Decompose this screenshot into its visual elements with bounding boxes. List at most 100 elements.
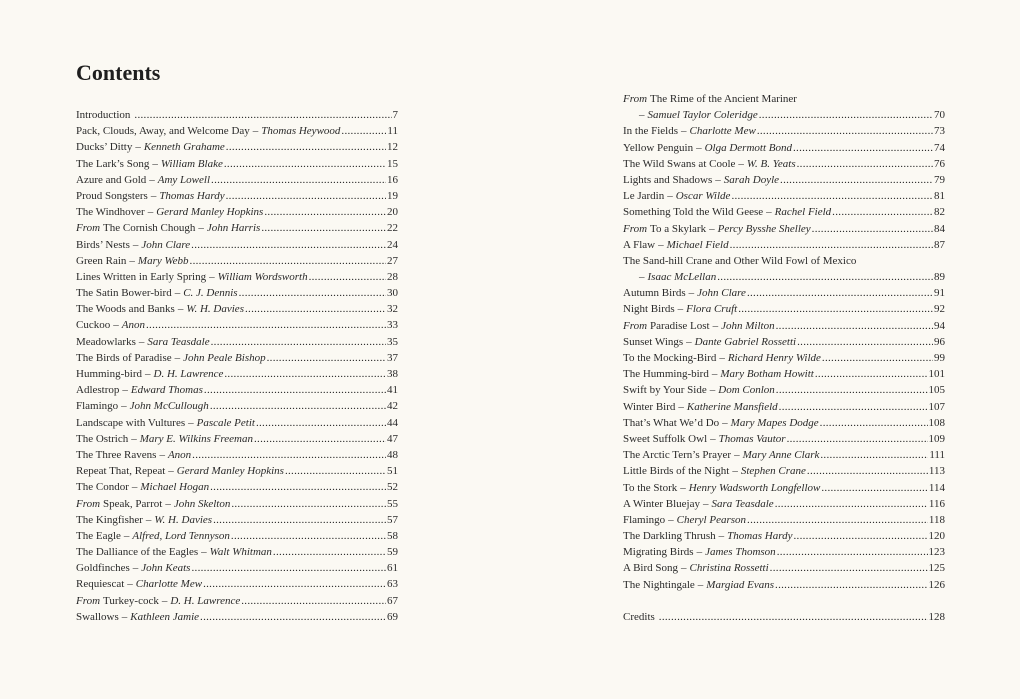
page-number: 92: [934, 303, 945, 316]
toc-entry: The Birds of Paradise–John Peale Bishop 3…: [76, 350, 398, 366]
title: Credits: [623, 611, 655, 623]
toc-entry: Birds’ Nests–John Clare 24: [76, 237, 398, 253]
author: Alfred, Lord Tennyson: [132, 529, 230, 542]
separator: –: [121, 400, 127, 413]
page-number: 126: [928, 578, 946, 591]
title: To the Stork: [623, 481, 678, 494]
prefix: From: [76, 594, 101, 607]
title: In the Fields: [623, 125, 678, 138]
leader: [776, 318, 933, 334]
toc-entry: The Wild Swans at Coole–W. B. Yeats 76: [623, 156, 945, 172]
page-number: 118: [928, 513, 945, 526]
separator: –: [145, 513, 152, 526]
title: Autumn Birds: [623, 287, 686, 300]
title: Le Jardin: [623, 190, 665, 203]
leader: [730, 237, 933, 253]
separator: –: [678, 400, 684, 413]
page-number: 28: [387, 270, 398, 283]
title: The Sand-hill Crane and Other Wild Fowl …: [623, 254, 857, 267]
author: Olga Dermott Bond: [704, 141, 792, 154]
toc-entry: To the Mocking-Bird–Richard Henry Wilde 9…: [623, 350, 945, 366]
title: That’s What We’d Do: [623, 416, 720, 429]
leader: [776, 382, 928, 398]
toc-entry: Autumn Birds–John Clare 91: [623, 285, 945, 301]
title: Landscape with Vultures: [76, 416, 186, 429]
author: Thomas Hardy: [727, 530, 793, 543]
title: To a Skylark: [650, 222, 707, 235]
page-number: 58: [387, 529, 398, 542]
separator: –: [121, 610, 128, 623]
separator: –: [161, 594, 168, 607]
toc-entry: Sunset Wings–Dante Gabriel Rossetti 96: [623, 334, 945, 350]
right-column: From The Rime of the Ancient Mariner – Samu…: [623, 91, 945, 625]
author: Mary E. Wilkins Freeman: [139, 432, 253, 445]
author: Percy Bysshe Shelley: [717, 222, 811, 235]
separator: –: [680, 481, 686, 494]
page-number: 125: [928, 562, 946, 575]
separator: –: [132, 562, 139, 575]
title: The Dalliance of the Eagles: [76, 546, 199, 559]
author: C. J. Dennis: [183, 287, 238, 300]
title: The Ostrich: [76, 432, 129, 445]
page-number: 32: [387, 303, 398, 316]
title: The Woods and Banks: [76, 303, 175, 316]
separator: –: [766, 206, 772, 219]
toc-entry: Azure and Gold–Amy Lowell 16: [76, 172, 398, 188]
author: Kathleen Jamie: [130, 610, 200, 623]
page-number: 76: [934, 157, 945, 170]
separator: –: [732, 465, 738, 478]
title: The Rime of the Ancient Mariner: [650, 93, 797, 105]
leader: [747, 285, 933, 301]
separator: –: [131, 432, 137, 445]
page-number: 52: [387, 481, 398, 494]
title: Speak, Parrot: [103, 497, 163, 510]
toc-entry: The Ostrich–Mary E. Wilkins Freeman 47: [76, 431, 398, 447]
page-number: 70: [934, 109, 945, 122]
toc-entry: Flamingo–Cheryl Pearson 118: [623, 512, 945, 528]
title: A Flaw: [623, 238, 656, 251]
author: Anon: [121, 319, 145, 332]
leader: [285, 463, 386, 479]
leader: [273, 544, 386, 560]
page-number: 108: [928, 416, 946, 429]
page-number: 27: [387, 254, 398, 267]
title: Flamingo: [76, 400, 119, 413]
page-number: 44: [387, 416, 398, 429]
title: The Condor: [76, 481, 129, 494]
separator: –: [738, 157, 744, 170]
leader: [341, 123, 386, 139]
separator: –: [123, 529, 130, 542]
page-number: 63: [387, 578, 398, 591]
title: Sunset Wings: [623, 335, 684, 348]
author: Mary Webb: [137, 254, 189, 267]
separator: –: [681, 125, 687, 138]
separator: –: [132, 238, 139, 251]
leader: [204, 382, 386, 398]
author: Katherine Mansfield: [686, 400, 778, 413]
toc-entry: From The Rime of the Ancient Mariner: [623, 91, 945, 107]
page-number: 41: [387, 384, 398, 397]
toc-entry: Sweet Suffolk Owl–Thomas Vautor 109: [623, 431, 945, 447]
toc-entry: The Condor–Michael Hogan 52: [76, 479, 398, 495]
leader: [309, 269, 386, 285]
page-number: 114: [928, 481, 945, 494]
author: Sara Teasdale: [711, 497, 774, 510]
leader: [821, 480, 928, 496]
leader: [787, 431, 928, 447]
page-number: 89: [934, 271, 945, 284]
toc-entry-continued: –Samuel Taylor Coleridge 70: [623, 107, 945, 123]
toc-entry: Meadowlarks–Sara Teasdale 35: [76, 334, 398, 350]
separator: –: [712, 319, 719, 332]
page-number: 84: [934, 222, 945, 235]
leader: [820, 415, 928, 431]
toc-entry: Flamingo–John McCullough 42: [76, 398, 398, 414]
leader: [241, 593, 386, 609]
leader: [231, 528, 386, 544]
page-number: 123: [928, 546, 946, 559]
title: The Kingfisher: [76, 513, 143, 526]
leader: [815, 366, 928, 382]
toc-entry: The Three Ravens–Anon 48: [76, 447, 398, 463]
toc-entry: A Winter Bluejay–Sara Teasdale 116: [623, 496, 945, 512]
page-number: 42: [387, 400, 398, 413]
toc-entry: The Woods and Banks–W. H. Davies 32: [76, 301, 398, 317]
